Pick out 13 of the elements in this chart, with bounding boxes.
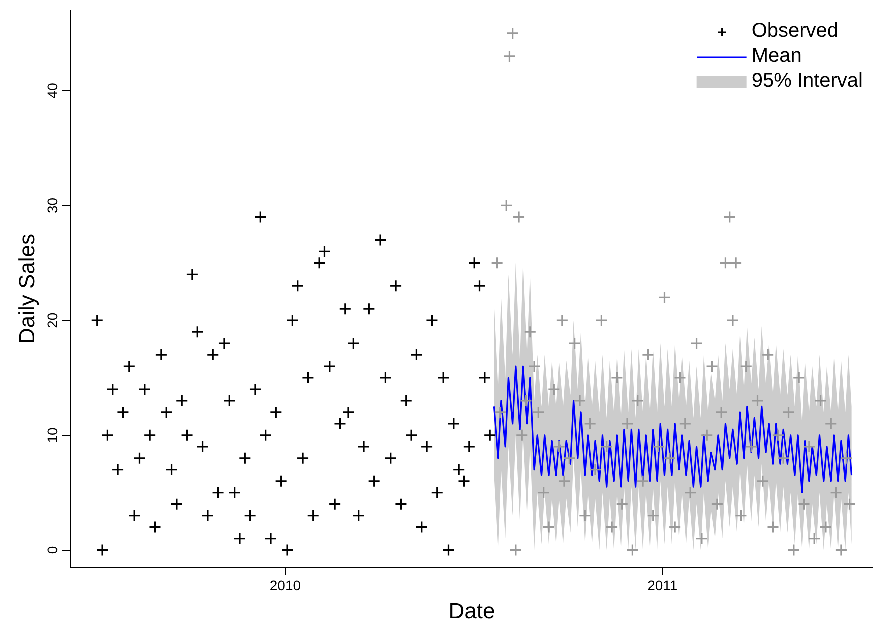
y-tick-label: 0 <box>44 546 60 554</box>
annotation: 95% Interval <box>752 70 863 93</box>
y-tick-label: 40 <box>44 82 60 99</box>
y-axis-title: Daily Sales <box>14 234 40 344</box>
legend-label: Observed <box>752 20 839 43</box>
x-tick-label: 2010 <box>270 578 302 594</box>
line-series <box>493 366 853 494</box>
y-tick-label: 10 <box>44 427 60 444</box>
x-axis-title: Date <box>448 598 496 624</box>
x-tick-label: 2011 <box>648 578 678 594</box>
y-tick-label: 30 <box>44 198 60 214</box>
legend-label: Mean <box>752 45 802 68</box>
y-tick-label: 20 <box>44 312 60 328</box>
